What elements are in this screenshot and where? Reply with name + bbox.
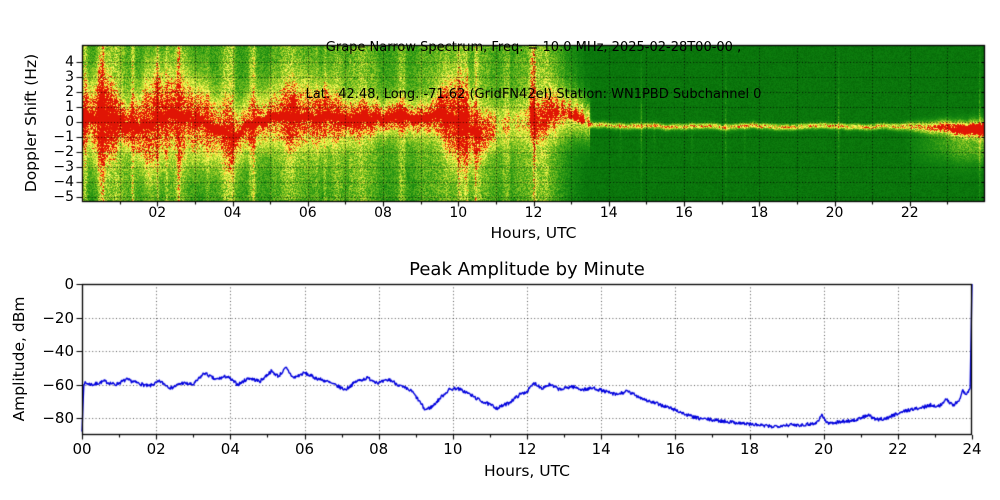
spectrogram-y-axis-label: Doppler Shift (Hz) [22,53,40,193]
spectrogram-x-tick-label: 20 [825,205,844,221]
spectrogram-x-tick-label: 22 [900,205,919,221]
spectrogram-title: Grape Narrow Spectrum, Freq. = 10.0 MHz,… [82,9,985,133]
spectrogram-title-line1: Grape Narrow Spectrum, Freq. = 10.0 MHz,… [325,40,742,55]
spectrogram-y-tick-label: −5 [53,189,74,205]
spectrogram-x-tick-label: 10 [449,205,468,221]
spectrogram-y-tick-label: −1 [53,129,74,145]
spectrogram-title-line2: Lat. 42.48, Long. -71.62 (GridFN42el) St… [305,86,762,102]
amplitude-x-tick-label: 04 [220,440,240,458]
spectrogram-x-tick-label: 06 [298,205,317,221]
spectrogram-x-tick-label: 16 [675,205,693,221]
spectrogram-y-tick-label: 0 [65,114,74,130]
amplitude-x-tick-label: 24 [962,440,982,458]
amplitude-y-tick-label: −20 [42,308,74,327]
amplitude-y-tick-label: 0 [64,275,74,293]
amplitude-x-tick-label: 14 [591,440,611,458]
spectrogram-x-tick-label: 04 [223,205,242,221]
amplitude-title: Peak Amplitude by Minute [409,259,645,280]
spectrogram-x-tick-label: 14 [599,205,618,221]
amplitude-x-tick-label: 22 [888,440,908,458]
amplitude-x-tick-label: 18 [739,440,760,458]
amplitude-y-tick-label: −60 [42,375,74,394]
amplitude-x-tick-label: 06 [294,440,315,458]
spectrogram-x-tick-label: 08 [374,205,392,221]
amplitude-x-axis-label: Hours, UTC [484,462,570,480]
spectrogram-x-axis-label: Hours, UTC [490,224,577,242]
amplitude-y-axis-label: Amplitude, dBm [10,296,28,422]
spectrogram-x-tick-label: 12 [524,205,543,221]
spectrogram-y-tick-label: −3 [53,159,74,175]
amplitude-x-tick-label: 20 [814,440,834,458]
spectrogram-y-tick-label: 3 [65,69,74,85]
amplitude-x-tick-label: 12 [517,440,537,458]
spectrogram-y-tick-label: −2 [53,144,74,160]
amplitude-y-tick-label: −80 [42,409,74,428]
spectrogram-y-tick-label: 1 [65,99,74,115]
spectrogram-x-tick-label: 18 [750,205,769,221]
amplitude-x-tick-label: 10 [443,440,463,458]
amplitude-y-tick-label: −40 [42,342,74,361]
spectrogram-y-tick-label: 4 [65,54,74,70]
spectrogram-y-tick-label: 2 [65,84,74,100]
amplitude-x-tick-label: 08 [369,440,389,458]
amplitude-x-tick-label: 02 [146,440,166,458]
spectrogram-x-tick-label: 02 [148,205,167,221]
amplitude-x-tick-label: 00 [72,440,92,458]
amplitude-x-tick-label: 16 [665,440,685,458]
spectrogram-y-tick-label: −4 [53,174,74,190]
